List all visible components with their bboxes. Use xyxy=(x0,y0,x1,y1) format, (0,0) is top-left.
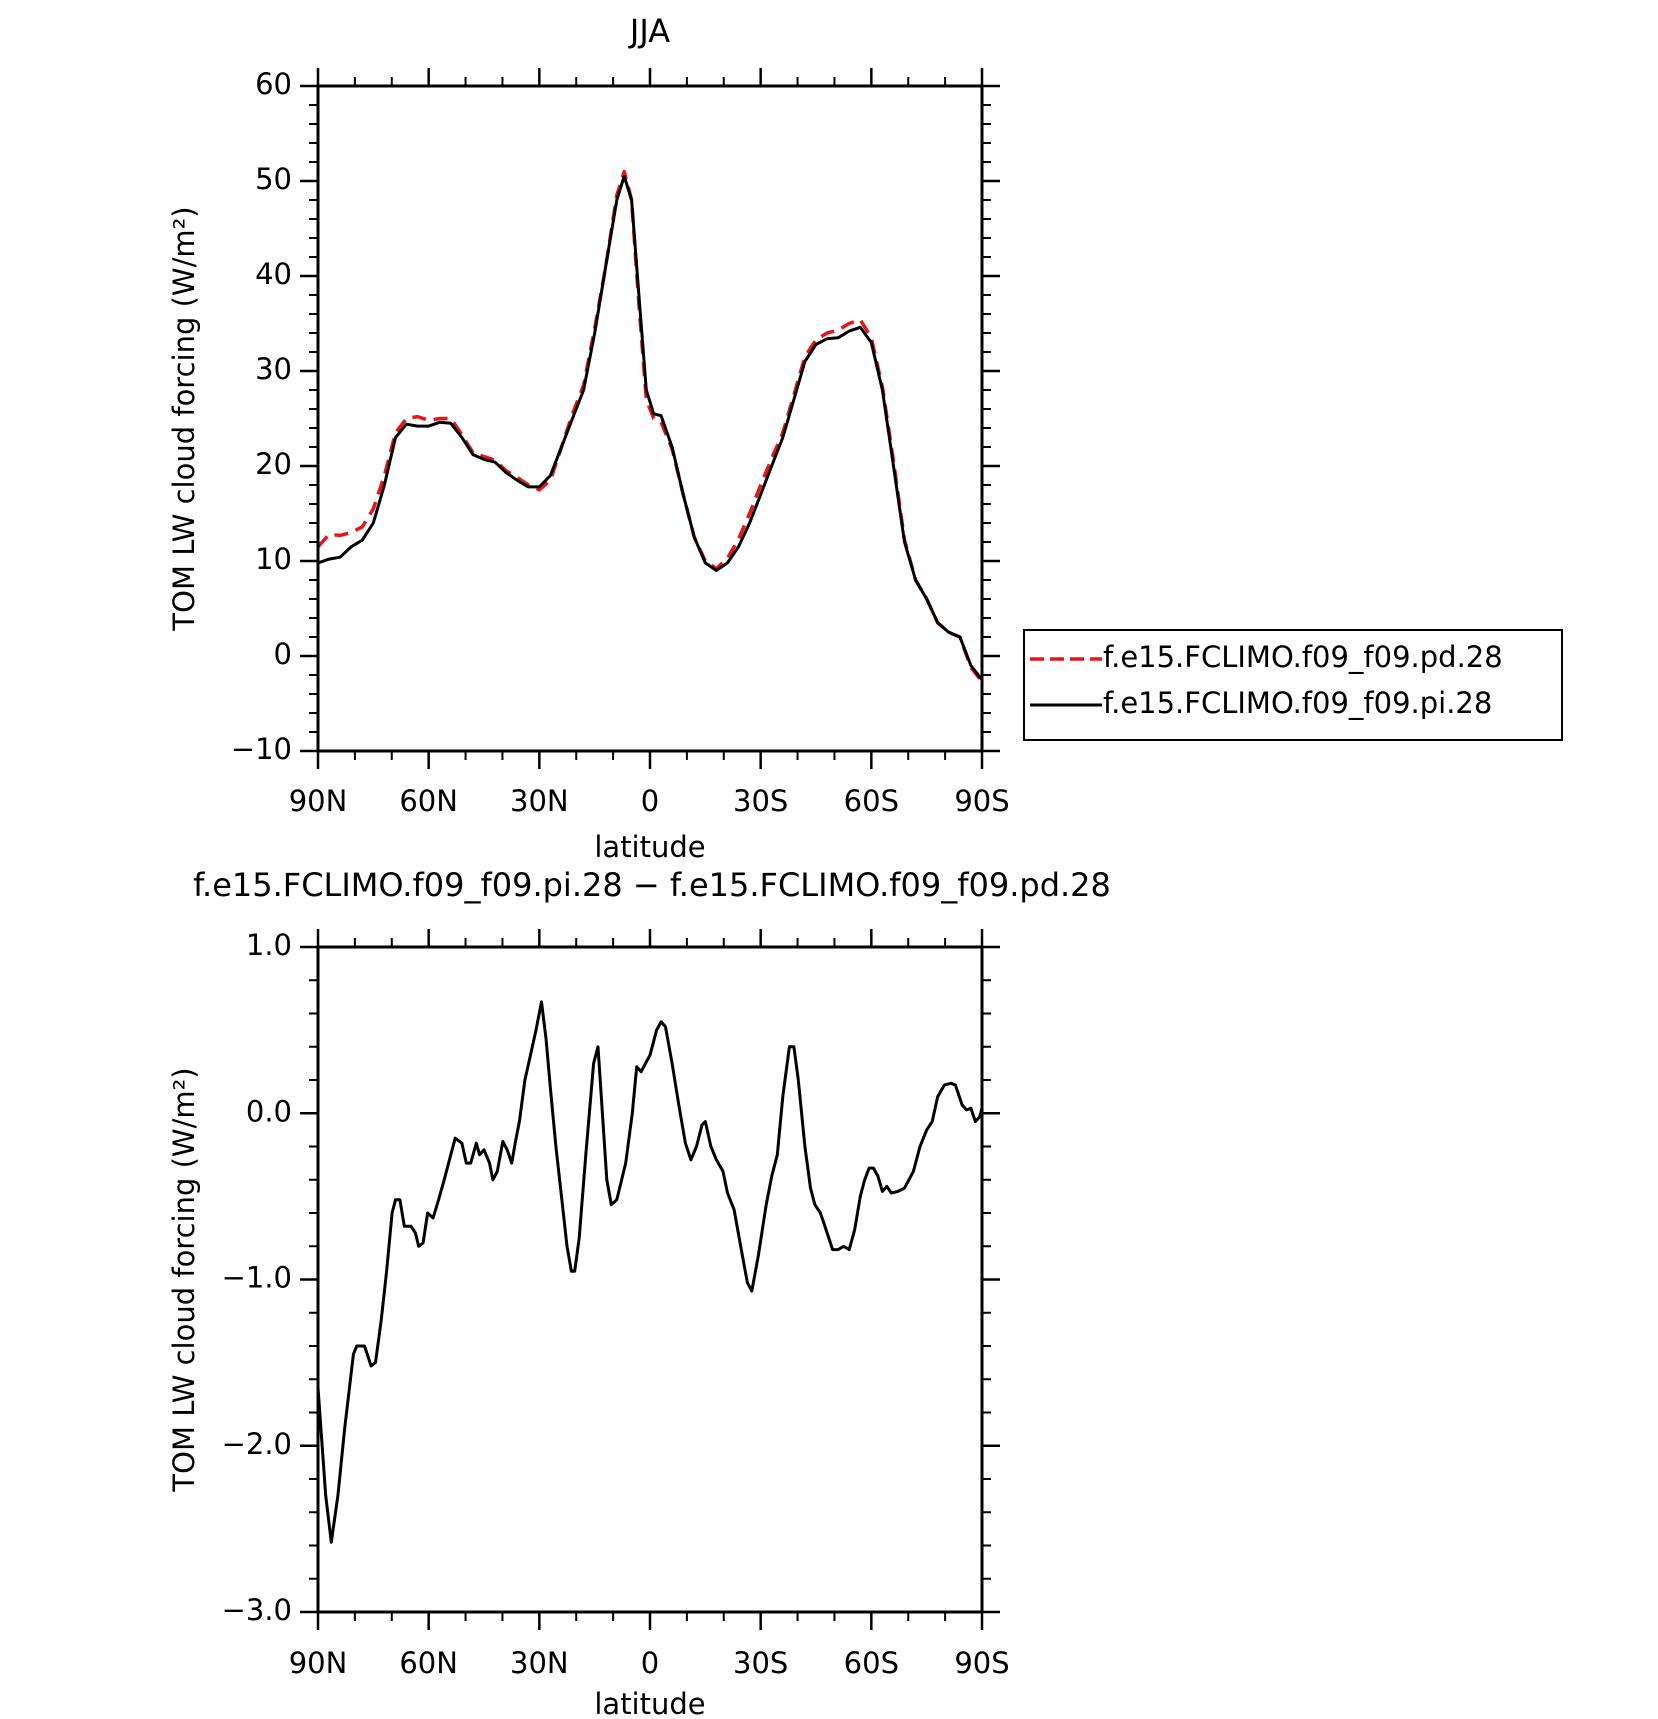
chart-title: f.e15.FCLIMO.f09_f09.pi.28 − f.e15.FCLIM… xyxy=(193,866,1111,904)
x-tick-label: 30N xyxy=(510,1646,569,1680)
data-line xyxy=(316,1000,984,1544)
x-tick-label: 30S xyxy=(733,1646,788,1680)
y-tick-label: −1.0 xyxy=(222,1261,292,1295)
x-tick-label: 30S xyxy=(733,784,788,818)
legend-label: f.e15.FCLIMO.f09_f09.pd.28 xyxy=(1103,640,1503,674)
x-tick-label: 0 xyxy=(641,784,659,818)
y-tick-label: −2.0 xyxy=(222,1427,292,1461)
chart-title: JJA xyxy=(628,12,670,50)
legend-box xyxy=(1023,629,1563,741)
y-tick-label: 0 xyxy=(274,637,292,671)
y-tick-label: 0.0 xyxy=(246,1094,292,1128)
legend-label: f.e15.FCLIMO.f09_f09.pi.28 xyxy=(1103,686,1492,720)
x-axis-label: latitude xyxy=(594,830,705,864)
x-tick-label: 60N xyxy=(399,1646,458,1680)
y-tick-label: 10 xyxy=(255,542,292,576)
y-axis-label: TOM LW cloud forcing (W/m²) xyxy=(167,206,201,631)
y-axis-label: TOM LW cloud forcing (W/m²) xyxy=(167,1067,201,1492)
plot-frame xyxy=(316,945,984,1614)
y-tick-label: 60 xyxy=(255,67,292,101)
x-tick-label: 90N xyxy=(289,784,348,818)
y-tick-label: 20 xyxy=(255,447,292,481)
x-tick-label: 60S xyxy=(844,1646,899,1680)
x-axis-label: latitude xyxy=(594,1687,705,1719)
x-tick-label: 0 xyxy=(641,1646,659,1680)
data-line xyxy=(316,169,984,683)
x-tick-label: 60S xyxy=(844,784,899,818)
y-tick-label: 30 xyxy=(255,352,292,386)
data-line xyxy=(317,174,984,681)
y-tick-label: 1.0 xyxy=(246,928,292,962)
y-tick-label: −10 xyxy=(231,732,292,766)
y-tick-label: −3.0 xyxy=(222,1593,292,1627)
plot-frame xyxy=(316,84,984,753)
plot: f.e15.FCLIMO.f09_f09.pi.28 − f.e15.FCLIM… xyxy=(167,866,1111,1719)
x-tick-label: 60N xyxy=(399,784,458,818)
y-tick-label: 50 xyxy=(255,162,292,196)
x-tick-label: 90S xyxy=(954,1646,1009,1680)
x-tick-label: 90S xyxy=(954,784,1009,818)
x-tick-label: 30N xyxy=(510,784,569,818)
plot: JJA latitude TOM LW cloud forcing (W/m²) −1… xyxy=(167,12,1563,864)
x-tick-label: 90N xyxy=(289,1646,348,1680)
y-tick-label: 40 xyxy=(255,257,292,291)
